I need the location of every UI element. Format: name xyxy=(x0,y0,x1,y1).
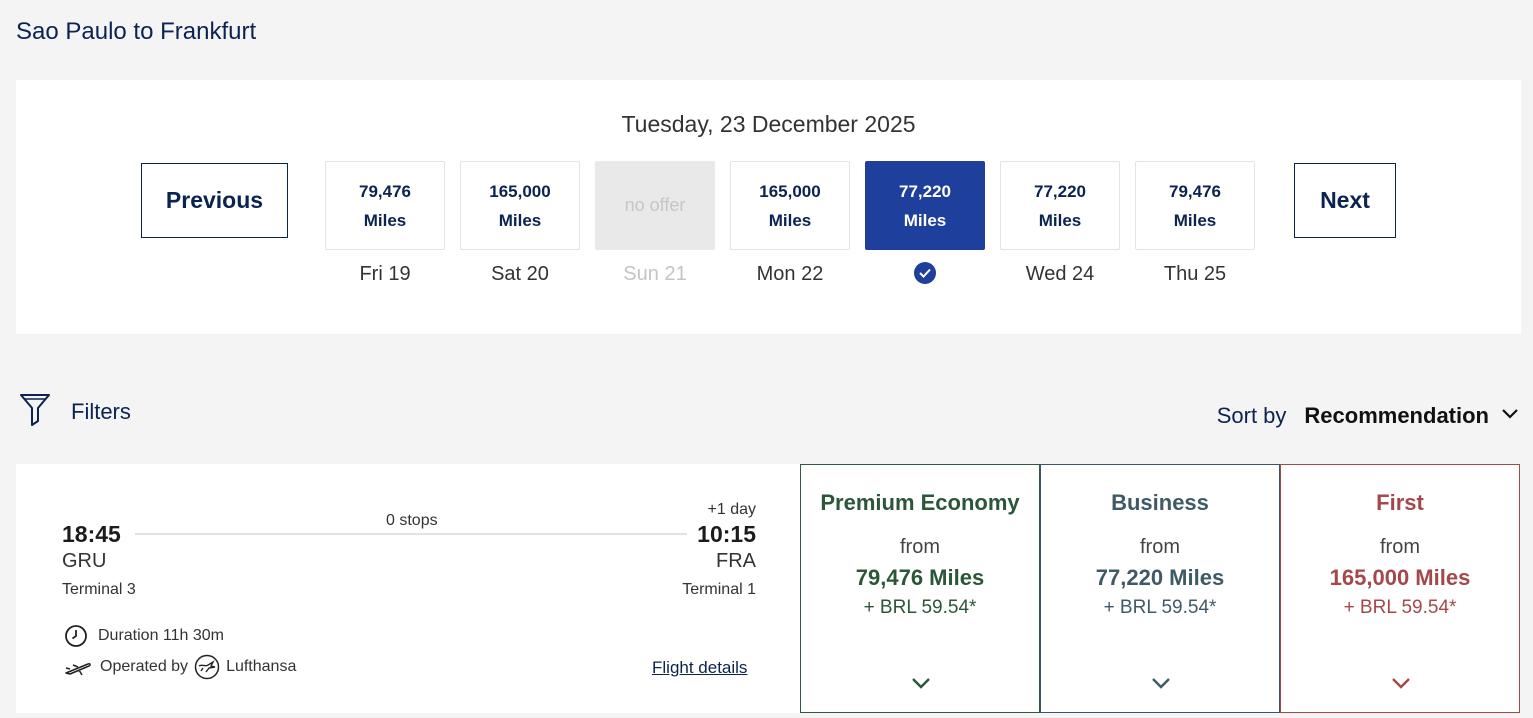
date-selector: Tuesday, 23 December 2025 Previous 79,47… xyxy=(16,80,1521,334)
duration-text: Duration 11h 30m xyxy=(98,627,224,644)
day-sat-20[interactable]: 165,000 Miles Sat 20 xyxy=(460,161,580,287)
plus-day-badge: +1 day xyxy=(707,501,756,518)
previous-button[interactable]: Previous xyxy=(141,163,288,238)
fare-tax: + BRL 59.54* xyxy=(863,597,977,618)
filters-button[interactable]: Filters xyxy=(19,392,131,431)
arrival-time: 10:15 xyxy=(697,521,756,547)
chevron-down-icon[interactable] xyxy=(911,676,931,695)
day-card[interactable]: 77,220 Miles xyxy=(1000,161,1120,250)
departure-airport: GRU xyxy=(62,550,107,572)
fare-cabin-name: First xyxy=(1376,490,1424,515)
chevron-down-icon[interactable] xyxy=(1501,407,1519,425)
check-icon xyxy=(914,262,936,284)
day-fri-19[interactable]: 79,476 Miles Fri 19 xyxy=(325,161,445,287)
day-thu-25[interactable]: 79,476 Miles Thu 25 xyxy=(1135,161,1255,287)
filter-funnel-icon xyxy=(19,392,51,431)
sort-value-dropdown[interactable]: Recommendation xyxy=(1304,403,1489,428)
operator-row: Operated by Lufthansa xyxy=(64,654,296,680)
next-button[interactable]: Next xyxy=(1294,163,1396,238)
day-miles-unit: Miles xyxy=(498,210,542,230)
day-miles-unit: Miles xyxy=(903,210,947,230)
day-miles: 79,476 xyxy=(1169,181,1221,201)
day-miles-unit: Miles xyxy=(1038,210,1082,230)
day-mon-22[interactable]: 165,000 Miles Mon 22 xyxy=(730,161,850,287)
day-card[interactable]: 165,000 Miles xyxy=(730,161,850,250)
day-card-selected[interactable]: 77,220 Miles xyxy=(865,161,985,250)
fare-from-label: from xyxy=(1140,536,1180,558)
arrival-airport: FRA xyxy=(716,550,756,572)
lufthansa-crane-icon xyxy=(194,654,220,680)
day-miles: 165,000 xyxy=(759,181,821,201)
filters-label: Filters xyxy=(71,398,131,424)
sort-label: Sort by xyxy=(1216,403,1287,428)
day-miles: 77,220 xyxy=(1034,181,1086,201)
day-miles: 77,220 xyxy=(899,181,951,201)
route-line xyxy=(135,533,687,535)
fare-from-label: from xyxy=(1380,536,1420,558)
day-card[interactable]: 79,476 Miles xyxy=(325,161,445,250)
arrival-terminal: Terminal 1 xyxy=(682,581,756,598)
day-label: Thu 25 xyxy=(1163,263,1227,285)
day-miles: 165,000 xyxy=(489,181,551,201)
no-offer-text: no offer xyxy=(624,195,686,215)
fare-tax: + BRL 59.54* xyxy=(1343,597,1457,618)
selected-date-heading: Tuesday, 23 December 2025 xyxy=(621,111,916,137)
day-miles-unit: Miles xyxy=(1173,210,1217,230)
day-tue-23-selected[interactable]: 77,220 Miles xyxy=(865,161,985,284)
day-wed-24[interactable]: 77,220 Miles Wed 24 xyxy=(1000,161,1120,287)
fare-miles: 77,220 Miles xyxy=(1095,565,1225,590)
day-miles-unit: Miles xyxy=(768,210,812,230)
fare-cabin-name: Business xyxy=(1111,490,1209,515)
day-sun-21: no offer Sun 21 xyxy=(595,161,715,287)
duration-row: Duration 11h 30m xyxy=(64,624,224,648)
departure-time: 18:45 xyxy=(62,521,121,547)
fare-premium-economy[interactable]: Premium Economy from 79,476 Miles + BRL … xyxy=(800,464,1040,713)
clock-icon xyxy=(64,624,88,648)
day-label: Mon 22 xyxy=(756,263,824,285)
fare-business[interactable]: Business from 77,220 Miles + BRL 59.54* xyxy=(1040,464,1280,713)
fare-tax: + BRL 59.54* xyxy=(1103,597,1217,618)
flight-details-link[interactable]: Flight details xyxy=(652,658,748,677)
sort-control[interactable]: Sort by Recommendation xyxy=(1217,403,1519,429)
day-card[interactable]: 165,000 Miles xyxy=(460,161,580,250)
fare-from-label: from xyxy=(900,536,940,558)
airplane-icon xyxy=(64,657,92,677)
chevron-down-icon[interactable] xyxy=(1391,676,1411,695)
page-title: Sao Paulo to Frankfurt xyxy=(16,18,257,45)
departure-terminal: Terminal 3 xyxy=(62,581,136,598)
day-label: Sat 20 xyxy=(491,263,549,285)
day-card-no-offer: no offer xyxy=(595,161,715,250)
fare-miles: 165,000 Miles xyxy=(1329,565,1471,590)
day-card[interactable]: 79,476 Miles xyxy=(1135,161,1255,250)
fare-miles: 79,476 Miles xyxy=(855,565,985,590)
day-miles-unit: Miles xyxy=(363,210,407,230)
fare-first[interactable]: First from 165,000 Miles + BRL 59.54* xyxy=(1280,464,1520,713)
flight-card: 18:45 GRU Terminal 3 0 stops +1 day 10:1… xyxy=(16,464,800,713)
day-miles: 79,476 xyxy=(359,181,411,201)
stops-count: 0 stops xyxy=(386,512,438,529)
day-label: Wed 24 xyxy=(1025,263,1095,285)
day-label: Fri 19 xyxy=(359,263,411,285)
operated-by-text: Operated by xyxy=(100,658,189,675)
fare-cabin-name: Premium Economy xyxy=(820,490,1020,515)
day-label: Sun 21 xyxy=(623,263,687,285)
airline-name: Lufthansa xyxy=(226,658,297,675)
chevron-down-icon[interactable] xyxy=(1151,676,1171,695)
